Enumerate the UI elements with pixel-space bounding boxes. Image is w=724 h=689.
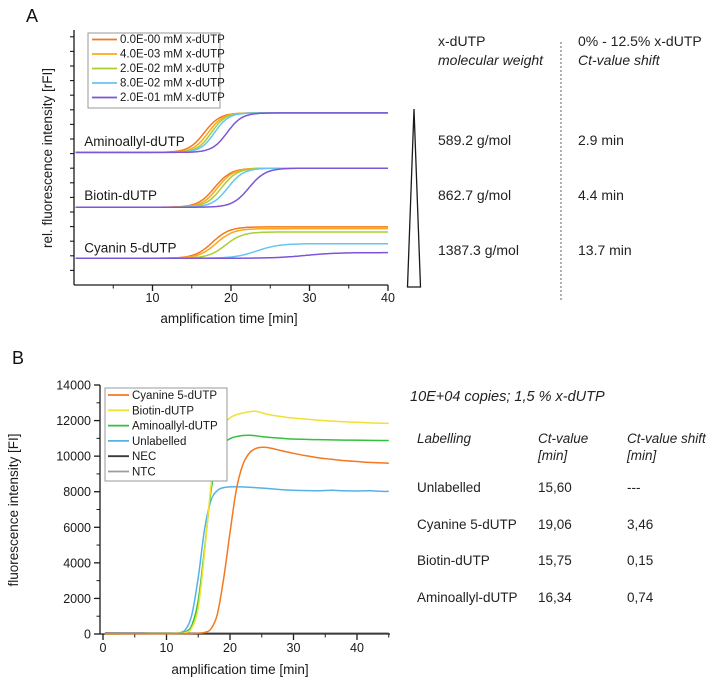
legend-item-label: 0.0E-00 mM x-dUTP	[120, 34, 225, 46]
x-tick-label: 40	[381, 291, 395, 305]
molecular-weight-gradient-triangle	[406, 108, 422, 288]
x-axis-title: amplification time [min]	[160, 311, 297, 326]
legend-item-label: NEC	[132, 451, 156, 463]
mw-value: 1387.3 g/mol	[438, 242, 519, 258]
shift-header-line1: 0% - 12.5% x-dUTP	[578, 33, 702, 49]
shift-cell: ---	[627, 480, 641, 495]
legend-item-label: 2.0E-01 mM x-dUTP	[120, 92, 225, 104]
legend-item-label: NTC	[132, 467, 156, 479]
mw-value: 589.2 g/mol	[438, 132, 512, 148]
ct-shift-value: 4.4 min	[578, 187, 624, 203]
legend-box	[104, 387, 228, 482]
y-tick-label: 8000	[63, 485, 91, 499]
panel-a-label: A	[26, 6, 39, 26]
y-tick-label: 14000	[56, 379, 91, 393]
curve-Cyanine 5-dUTP	[104, 446, 389, 635]
group-label: Aminoallyl-dUTP	[84, 134, 185, 149]
ct-cell: 19,06	[538, 516, 572, 532]
legend-item-label: 8.0E-02 mM x-dUTP	[120, 78, 225, 90]
y-tick-label: 4000	[63, 556, 91, 570]
panel-b-table: Labelling Ct-value [min] Ct-value shift [m…	[417, 430, 724, 626]
y-tick-label: 0	[84, 628, 91, 642]
mw-header-line1: x-dUTP	[438, 33, 486, 49]
curve-Unlabelled	[104, 485, 389, 635]
ct-cell: 16,34	[538, 589, 572, 605]
panel-b-table-title: 10E+04 copies; 1,5 % x-dUTP	[410, 389, 605, 405]
dotted-divider	[560, 42, 562, 300]
x-tick-label: 30	[287, 641, 301, 655]
panel-a-chart: 10 20 30 40 amplification time [min] rel. flu…	[40, 30, 395, 326]
y-axis-title: rel. fluorescence intensity [rFI]	[40, 68, 55, 248]
x-tick-label: 10	[160, 641, 174, 655]
legend-item-label: Unlabelled	[132, 436, 186, 448]
legend-item-label: 4.0E-03 mM x-dUTP	[120, 49, 225, 61]
column-header-ct-shift: Ct-value shift [min]	[627, 431, 706, 463]
shift-cell: 0,15	[627, 553, 654, 568]
labelling-cell: Biotin-dUTP	[417, 553, 490, 568]
panel-b-chart: 0 2000 4000 6000 8000 10000 12000 14000 0 10 20 30 4…	[6, 379, 390, 677]
shift-cell: 3,46	[627, 516, 654, 532]
x-tick-label: 10	[146, 291, 160, 305]
curve-Aminoallyl-dUTP	[75, 112, 388, 154]
mw-value: 862.7 g/mol	[438, 187, 512, 203]
legend-item-label: 2.0E-02 mM x-dUTP	[120, 63, 225, 75]
x-tick-label: 0	[100, 641, 107, 655]
group-label: Biotin-dUTP	[84, 188, 157, 203]
y-tick-label: 12000	[56, 414, 91, 428]
ct-shift-value: 13.7 min	[578, 242, 632, 258]
shift-column-header: 0% - 12.5% x-dUTP Ct-value shift	[578, 32, 702, 70]
y-tick-label: 10000	[56, 450, 91, 464]
curve-Cyanin 5-dUTP	[75, 251, 388, 259]
x-axis-title: amplification time [min]	[171, 662, 308, 677]
y-axis-title: fluorescence intensity [FI]	[6, 433, 21, 586]
x-tick-label: 20	[224, 291, 238, 305]
legend-item-label: Biotin-dUTP	[132, 405, 194, 417]
curve-Biotin-dUTP	[75, 167, 388, 208]
panel-b-label: B	[12, 348, 25, 368]
labelling-cell: Cyanine 5-dUTP	[417, 516, 517, 532]
column-header-ct-value: Ct-value [min]	[538, 431, 589, 463]
legend-box	[87, 32, 221, 109]
ct-shift-value: 2.9 min	[578, 132, 624, 148]
y-tick-label: 6000	[63, 521, 91, 535]
x-tick-label: 20	[223, 641, 237, 655]
mw-column-header: x-dUTP molecular weight	[438, 32, 543, 70]
labelling-cell: Unlabelled	[417, 480, 481, 495]
legend-item-label: Cyanine 5-dUTP	[132, 390, 217, 402]
x-tick-label: 40	[350, 641, 364, 655]
shift-cell: 0,74	[627, 589, 654, 605]
ct-cell: 15,60	[538, 480, 572, 495]
x-tick-label: 30	[303, 291, 317, 305]
y-tick-label: 2000	[63, 592, 91, 606]
group-label: Cyanin 5-dUTP	[84, 240, 176, 255]
legend-item-label: Aminoallyl-dUTP	[132, 421, 218, 433]
mw-header-line2: molecular weight	[438, 52, 544, 68]
ct-cell: 15,75	[538, 553, 572, 568]
column-header-labelling: Labelling	[417, 431, 472, 446]
labelling-cell: Aminoallyl-dUTP	[417, 589, 518, 605]
shift-header-line2: Ct-value shift	[578, 52, 660, 68]
